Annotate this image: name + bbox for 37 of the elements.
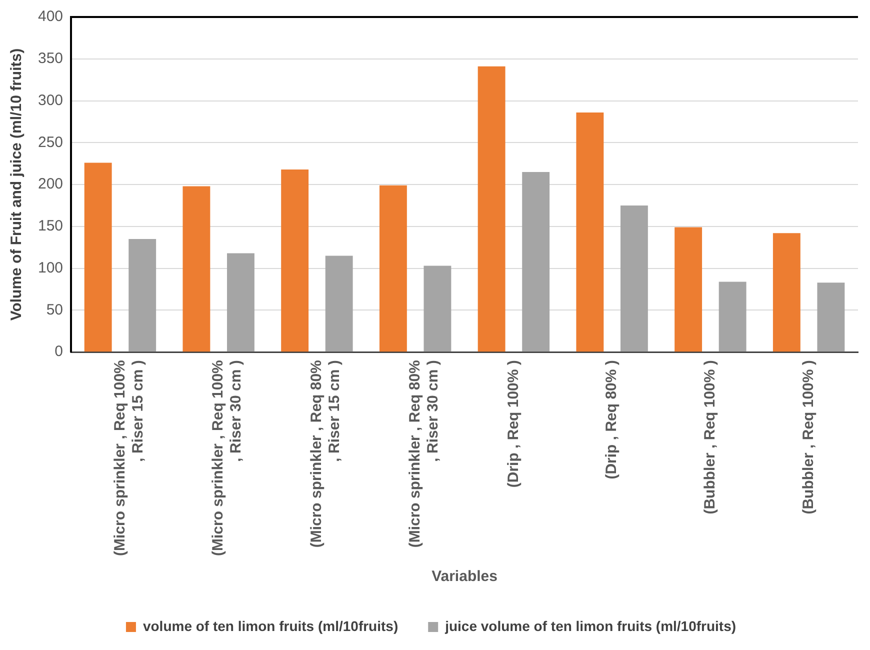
- bar: [817, 282, 845, 352]
- x-tick-label: (Micro sprinkler , Req 80% , Riser 30 cm ): [406, 360, 442, 548]
- bar: [424, 266, 452, 352]
- bar: [226, 253, 254, 352]
- bar: [325, 256, 353, 352]
- y-tick-label: 400: [38, 8, 64, 26]
- y-tick-label: 150: [38, 218, 64, 235]
- bar: [281, 169, 309, 352]
- x-tick-label: (Bubbler , Req 100% ): [702, 360, 719, 514]
- x-tick-label: (Micro sprinkler , Req 80% , Riser 15 cm ): [308, 360, 344, 548]
- x-tick-label: (Micro sprinkler , Req 100% , Riser 30 cm ): [210, 360, 245, 556]
- bar: [522, 172, 550, 352]
- x-tick-label: (Drip , Req 80% ): [603, 360, 620, 480]
- bar: [718, 282, 746, 352]
- bar: [674, 227, 702, 352]
- x-tick-label: (Bubbler , Req 100% ): [800, 360, 817, 514]
- legend-label: juice volume of ten limon fruits (ml/10fruits): [444, 618, 736, 634]
- x-tick-label: (Micro sprinkler , Req 100% , Riser 15 cm ): [111, 360, 146, 556]
- bar: [84, 162, 112, 352]
- bar: [182, 186, 210, 352]
- y-tick-label: 50: [46, 301, 64, 318]
- x-tick-label: (Drip , Req 100% ): [504, 360, 522, 488]
- y-tick-label: 200: [38, 176, 64, 193]
- y-tick-label: 250: [38, 134, 64, 151]
- bar: [620, 205, 648, 352]
- y-tick-label: 350: [38, 50, 64, 68]
- y-axis-title: Volume of Fruit and juice (ml/10 fruits): [8, 48, 26, 321]
- bar: [772, 233, 800, 352]
- y-tick-label: 0: [54, 343, 64, 360]
- legend-label: volume of ten limon fruits (ml/10fruits): [142, 618, 398, 634]
- bar: [576, 112, 604, 352]
- bar: [478, 66, 506, 352]
- bar: [128, 239, 156, 352]
- bar: [379, 185, 407, 352]
- y-tick-label: 300: [38, 92, 64, 109]
- x-axis-title: Variables: [432, 568, 498, 586]
- y-tick-label: 100: [38, 259, 64, 276]
